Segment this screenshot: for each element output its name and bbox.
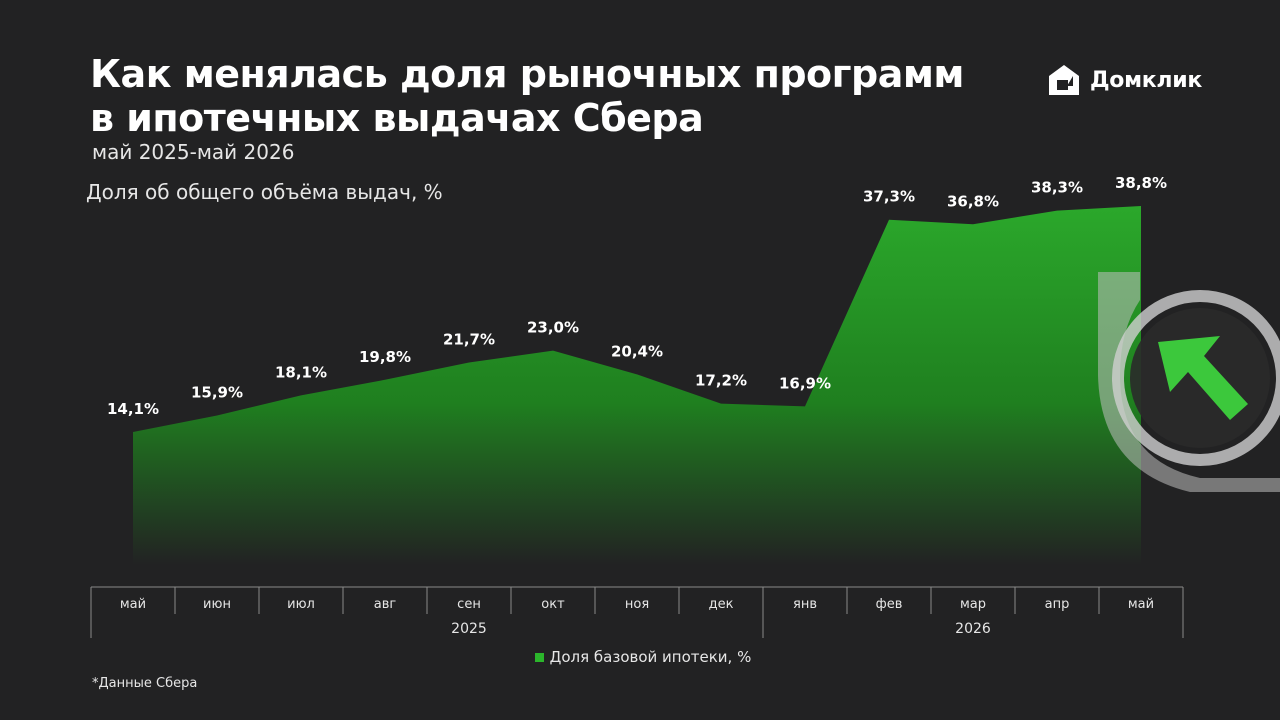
footnote: *Данные Сбера [92, 676, 198, 691]
data-label: 14,1% [107, 400, 159, 418]
x-tick-label: май [120, 597, 146, 612]
data-label: 19,8% [359, 348, 411, 366]
year-label: 2026 [955, 621, 991, 637]
legend: Доля базовой ипотеки, % [0, 648, 1280, 666]
legend-swatch [534, 652, 544, 662]
x-tick-label: июл [287, 597, 315, 612]
chart-subtitle: май 2025-май 2026 [92, 140, 295, 164]
brand-logo: Домклик [1046, 62, 1202, 98]
series-area [133, 206, 1141, 565]
brand-name: Домклик [1090, 67, 1202, 93]
x-tick-label: окт [541, 597, 565, 612]
data-label: 15,9% [191, 384, 243, 402]
data-label: 37,3% [863, 188, 915, 206]
data-label: 36,8% [947, 192, 999, 210]
x-tick-label: май [1128, 597, 1154, 612]
emblem-outer-ring [1098, 272, 1280, 492]
x-tick-label: авг [374, 597, 397, 612]
x-tick-label: сен [457, 597, 481, 612]
x-tick-label: фев [876, 597, 903, 612]
data-label: 38,3% [1031, 179, 1083, 197]
data-label: 17,2% [695, 372, 747, 390]
house-logo-icon [1049, 65, 1079, 95]
data-label: 18,1% [275, 363, 327, 381]
up-left-arrow-icon [1158, 336, 1248, 420]
data-label: 20,4% [611, 342, 663, 360]
decorative-arrow-emblem [1098, 272, 1280, 492]
chart-title: Как менялась доля рыночных программ в ип… [90, 52, 964, 140]
x-tick-label: ноя [625, 597, 649, 612]
x-tick-label: апр [1045, 597, 1070, 612]
emblem-ring [1112, 290, 1280, 466]
x-tick-label: дек [709, 597, 734, 612]
year-label: 2025 [451, 621, 487, 637]
y-axis-label: Доля об общего объёма выдач, % [86, 180, 443, 204]
x-axis-table [90, 586, 1184, 638]
x-tick-label: янв [793, 597, 817, 612]
data-label: 23,0% [527, 319, 579, 337]
x-tick-label: июн [203, 597, 231, 612]
x-tick-label: мар [960, 597, 986, 612]
data-label: 21,7% [443, 330, 495, 348]
data-label: 38,8% [1115, 174, 1167, 192]
data-label: 16,9% [779, 374, 831, 392]
legend-label: Доля базовой ипотеки, % [549, 648, 752, 666]
